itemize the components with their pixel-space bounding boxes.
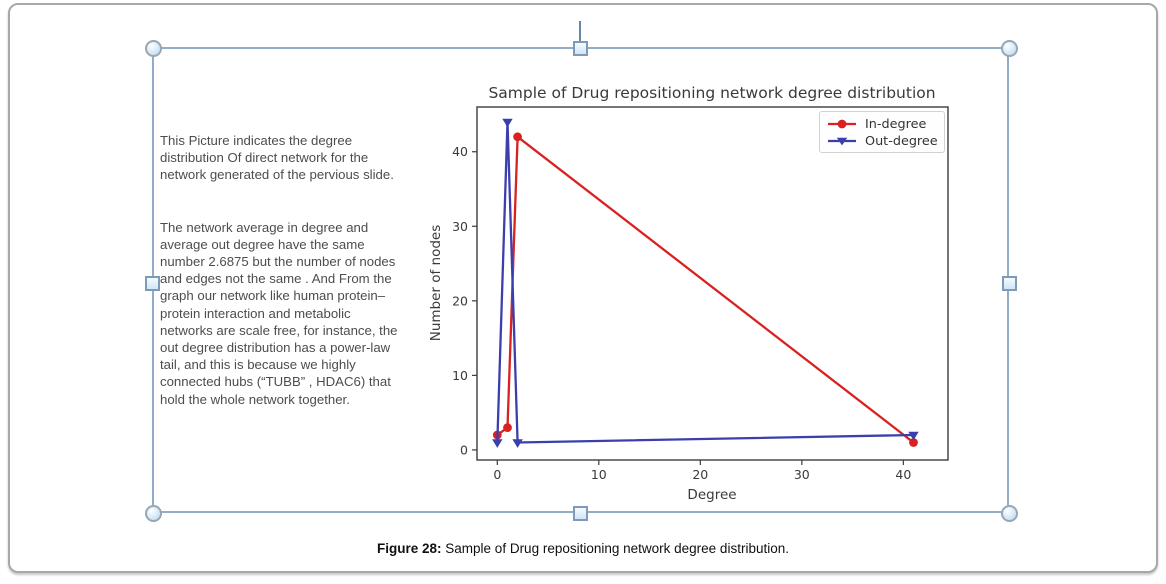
legend: In-degree Out-degree bbox=[819, 111, 945, 153]
degree-distribution-chart: Sample of Drug repositioning network deg… bbox=[425, 78, 970, 518]
selection-handle-top-right[interactable] bbox=[1001, 40, 1018, 57]
selection-handle-bottom-left[interactable] bbox=[145, 505, 162, 522]
rotation-handle-stem[interactable] bbox=[579, 21, 581, 48]
selection-handle-middle-left[interactable] bbox=[145, 276, 160, 291]
legend-label-in-degree: In-degree bbox=[865, 116, 927, 132]
figure-caption-text: Sample of Drug repositioning network deg… bbox=[441, 541, 789, 556]
in-degree-marker-icon bbox=[828, 119, 856, 129]
out-degree-marker-icon bbox=[828, 137, 856, 146]
svg-text:0: 0 bbox=[493, 467, 501, 482]
svg-text:10: 10 bbox=[591, 467, 607, 482]
selection-rectangle[interactable] bbox=[152, 47, 1009, 513]
chart-canvas: Sample of Drug repositioning network deg… bbox=[428, 84, 949, 503]
legend-item-in-degree: In-degree bbox=[826, 116, 938, 132]
figure-caption: Figure 28: Sample of Drug repositioning … bbox=[0, 541, 1166, 556]
svg-text:20: 20 bbox=[692, 467, 708, 482]
svg-text:20: 20 bbox=[452, 293, 468, 308]
selection-handle-bottom-middle[interactable] bbox=[573, 506, 588, 521]
svg-text:10: 10 bbox=[452, 368, 468, 383]
svg-text:40: 40 bbox=[895, 467, 911, 482]
legend-item-out-degree: Out-degree bbox=[826, 133, 938, 149]
x-axis-label: Degree bbox=[687, 487, 736, 503]
svg-text:30: 30 bbox=[452, 219, 468, 234]
chart-title: Sample of Drug repositioning network deg… bbox=[488, 84, 935, 102]
svg-text:30: 30 bbox=[794, 467, 810, 482]
selection-handle-middle-right[interactable] bbox=[1002, 276, 1017, 291]
selection-handle-top-left[interactable] bbox=[145, 40, 162, 57]
svg-text:40: 40 bbox=[452, 144, 468, 159]
chart-series: 0 10 20 30 40 0 10 20 30 40 bbox=[452, 118, 919, 482]
figure-caption-label: Figure 28: bbox=[377, 541, 442, 556]
legend-label-out-degree: Out-degree bbox=[865, 133, 938, 149]
annotation-paragraph-2: The network average in degree and averag… bbox=[160, 219, 398, 407]
selection-handle-bottom-right[interactable] bbox=[1001, 505, 1018, 522]
annotation-paragraph-1: This Picture indicates the degree distri… bbox=[160, 133, 394, 183]
y-axis-label: Number of nodes bbox=[428, 225, 444, 342]
annotation-text: This Picture indicates the degree distri… bbox=[160, 132, 432, 408]
selection-handle-top-middle[interactable] bbox=[573, 41, 588, 56]
svg-text:0: 0 bbox=[460, 442, 468, 457]
